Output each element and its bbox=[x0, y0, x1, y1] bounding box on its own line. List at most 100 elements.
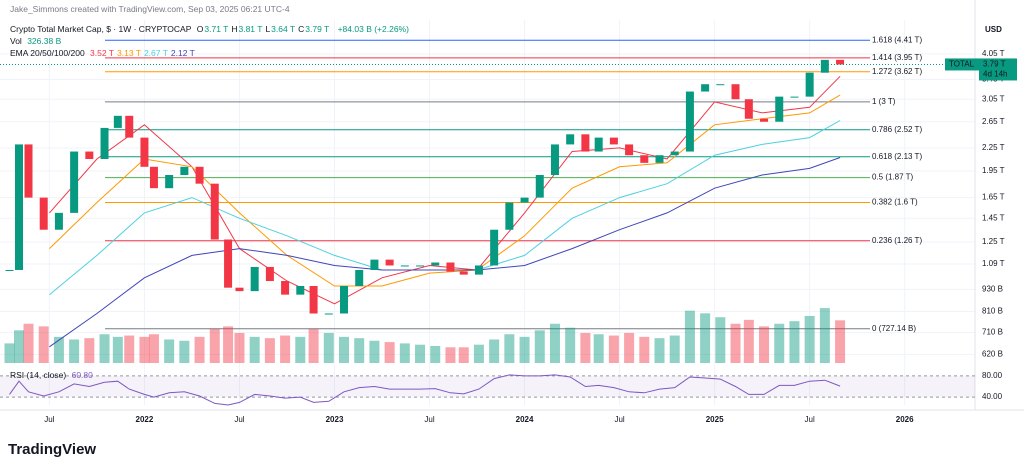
volume-bar bbox=[430, 346, 441, 363]
fib-label: 0 (727.14 B) bbox=[872, 324, 916, 333]
candle-body bbox=[100, 127, 109, 159]
volume-bar bbox=[639, 336, 650, 363]
candle-body bbox=[140, 137, 149, 167]
candle-body bbox=[165, 175, 174, 189]
candle-body bbox=[655, 155, 664, 163]
y-tick-label: 1.45 T bbox=[982, 213, 1005, 222]
y-tick-label: 1.09 T bbox=[982, 259, 1005, 268]
legend-text: 2.12 T bbox=[170, 48, 195, 58]
x-tick-label: Jul bbox=[614, 415, 624, 424]
volume-bar bbox=[308, 329, 319, 363]
legend-text: H bbox=[231, 24, 238, 34]
y-tick-label: 710 B bbox=[982, 328, 1003, 337]
candle-body bbox=[760, 118, 769, 122]
change: +84.03 B (+2.26%) bbox=[337, 24, 409, 34]
volume-bar bbox=[323, 332, 334, 363]
candle-body bbox=[340, 285, 349, 314]
volume-bar bbox=[489, 339, 500, 363]
current-price: 3.79 T bbox=[983, 60, 1006, 69]
candle-body bbox=[431, 262, 440, 266]
volume-bar bbox=[504, 334, 515, 363]
volume-bar bbox=[458, 347, 469, 363]
candle-body bbox=[670, 151, 679, 156]
candle-body bbox=[805, 72, 814, 97]
volume-bar bbox=[580, 332, 591, 363]
volume-bar bbox=[415, 344, 426, 363]
rsi-value: 60.80 bbox=[71, 370, 93, 380]
candle-body bbox=[581, 134, 590, 152]
candle-body bbox=[210, 183, 219, 240]
candle-body bbox=[490, 229, 499, 266]
volume-bar bbox=[789, 321, 800, 363]
candle-body bbox=[609, 137, 618, 145]
legend-text: 3.71 T bbox=[204, 24, 229, 34]
candle-body bbox=[640, 155, 649, 163]
rsi-line bbox=[9, 374, 841, 406]
candle-body bbox=[281, 281, 290, 295]
candle-body bbox=[70, 151, 79, 213]
candle-body bbox=[836, 59, 845, 65]
candle-body bbox=[416, 265, 425, 267]
fib-label: 1.618 (4.41 T) bbox=[872, 35, 922, 44]
volume-bar bbox=[608, 335, 619, 363]
candle-body bbox=[113, 115, 122, 128]
candle-body bbox=[39, 197, 48, 230]
ema-legend: EMA 20/50/100/200 3.52 T 3.13 T 2.67 T 2.12… bbox=[10, 48, 201, 58]
candle-body bbox=[535, 175, 544, 198]
y-tick-label: 930 B bbox=[982, 285, 1003, 294]
candle-body bbox=[775, 96, 784, 122]
candle-body bbox=[625, 144, 634, 156]
volume-bar bbox=[84, 338, 95, 363]
y-tick-label: 1.25 T bbox=[982, 237, 1005, 246]
volume-value: 326.38 B bbox=[27, 36, 62, 46]
volume-bar bbox=[354, 338, 365, 363]
candle-body bbox=[446, 262, 455, 272]
rsi-tick-label: 40.00 bbox=[982, 392, 1003, 401]
currency: USD bbox=[985, 25, 1002, 34]
candle-body bbox=[505, 202, 514, 230]
volume-bar bbox=[593, 334, 604, 363]
current-name: TOTAL bbox=[949, 60, 975, 69]
candle-body bbox=[309, 285, 318, 314]
volume-bar bbox=[534, 330, 545, 363]
countdown: 4d 14h bbox=[983, 70, 1007, 79]
volume-bar bbox=[369, 340, 380, 363]
legend-text: C bbox=[298, 24, 305, 34]
legend-text: L bbox=[265, 24, 271, 34]
y-tick-label: 4.05 T bbox=[982, 49, 1005, 58]
y-tick-label: 620 B bbox=[982, 349, 1003, 358]
volume-bar bbox=[4, 343, 15, 363]
legend-text: O bbox=[196, 24, 204, 34]
y-tick-label: 2.65 T bbox=[982, 117, 1005, 126]
volume-bar bbox=[684, 310, 695, 363]
volume-bar bbox=[209, 329, 220, 363]
volume-bar bbox=[124, 335, 135, 363]
candle-body bbox=[820, 59, 829, 73]
fib-label: 1 (3 T) bbox=[872, 97, 896, 106]
x-tick-label: Jul bbox=[805, 415, 815, 424]
volume-bar bbox=[624, 332, 635, 363]
rsi-band bbox=[0, 375, 975, 398]
legend-text: 3.79 T bbox=[305, 24, 330, 34]
volume-bar bbox=[804, 315, 815, 363]
volume-bar bbox=[164, 339, 175, 363]
candle-body bbox=[520, 197, 529, 203]
volume-bar bbox=[23, 323, 34, 363]
volume-legend: Vol 326.38 B bbox=[10, 36, 64, 46]
author: Jake_Simmons created with TradingView.co… bbox=[10, 4, 290, 14]
volume-bar bbox=[445, 347, 456, 363]
volume-bar bbox=[53, 336, 64, 363]
candle-body bbox=[15, 144, 24, 270]
x-tick-label: 2022 bbox=[136, 415, 154, 424]
y-tick-label: 1.95 T bbox=[982, 166, 1005, 175]
x-tick-label: Jul bbox=[44, 415, 54, 424]
legend-text: 3.64 T bbox=[271, 24, 296, 34]
candle-body bbox=[594, 137, 603, 152]
fib-label: 0.236 (1.26 T) bbox=[872, 236, 922, 245]
candle-body bbox=[385, 259, 394, 266]
y-tick-label: 2.25 T bbox=[982, 143, 1005, 152]
rsi-tick-label: 80.00 bbox=[982, 371, 1003, 380]
